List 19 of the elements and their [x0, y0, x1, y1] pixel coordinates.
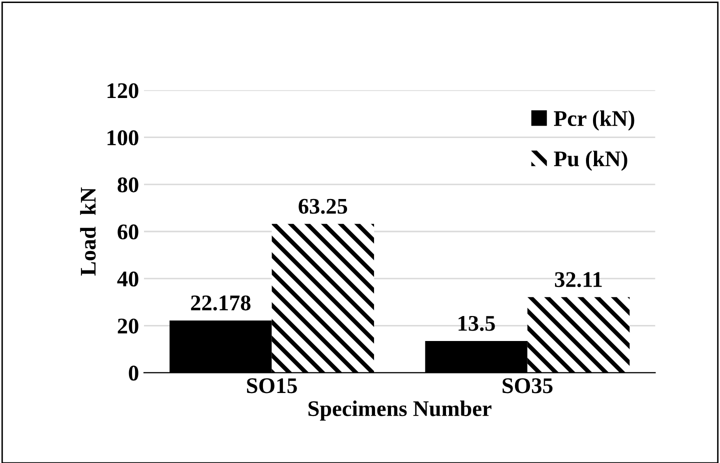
y-tick-label: 100: [108, 130, 138, 146]
y-tick-label: 20: [118, 318, 138, 334]
x-tick-label: SO35: [502, 378, 553, 394]
bar: [527, 297, 630, 373]
y-axis-title: Load kN: [80, 187, 96, 276]
y-tick-label: 80: [118, 177, 138, 192]
y-tick-label: 120: [108, 83, 138, 98]
y-tick-label: 40: [117, 272, 138, 286]
bar: [272, 224, 374, 373]
y-tick-label: 0: [128, 366, 138, 381]
data-label: 22.178: [191, 295, 250, 311]
data-label: 63.25: [298, 198, 348, 214]
data-label: 13.5: [458, 316, 495, 331]
legend-label: Pcr (kN): [554, 110, 634, 131]
legend-label: Pu (kN): [554, 150, 628, 171]
x-axis-title: Specimens Number: [308, 400, 492, 421]
x-tick-label: SO15: [247, 378, 297, 394]
data-label: 32.11: [554, 272, 602, 288]
y-tick-label: 60: [118, 224, 138, 240]
